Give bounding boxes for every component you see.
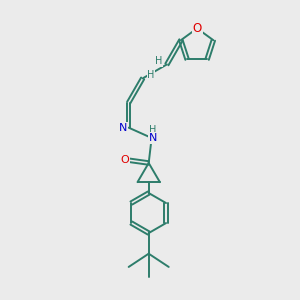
Text: H: H [148,125,156,135]
Text: H: H [155,56,162,66]
Text: O: O [120,155,129,165]
Text: O: O [193,22,202,35]
Text: H: H [147,70,155,80]
Text: N: N [119,123,128,133]
Text: N: N [148,133,157,143]
